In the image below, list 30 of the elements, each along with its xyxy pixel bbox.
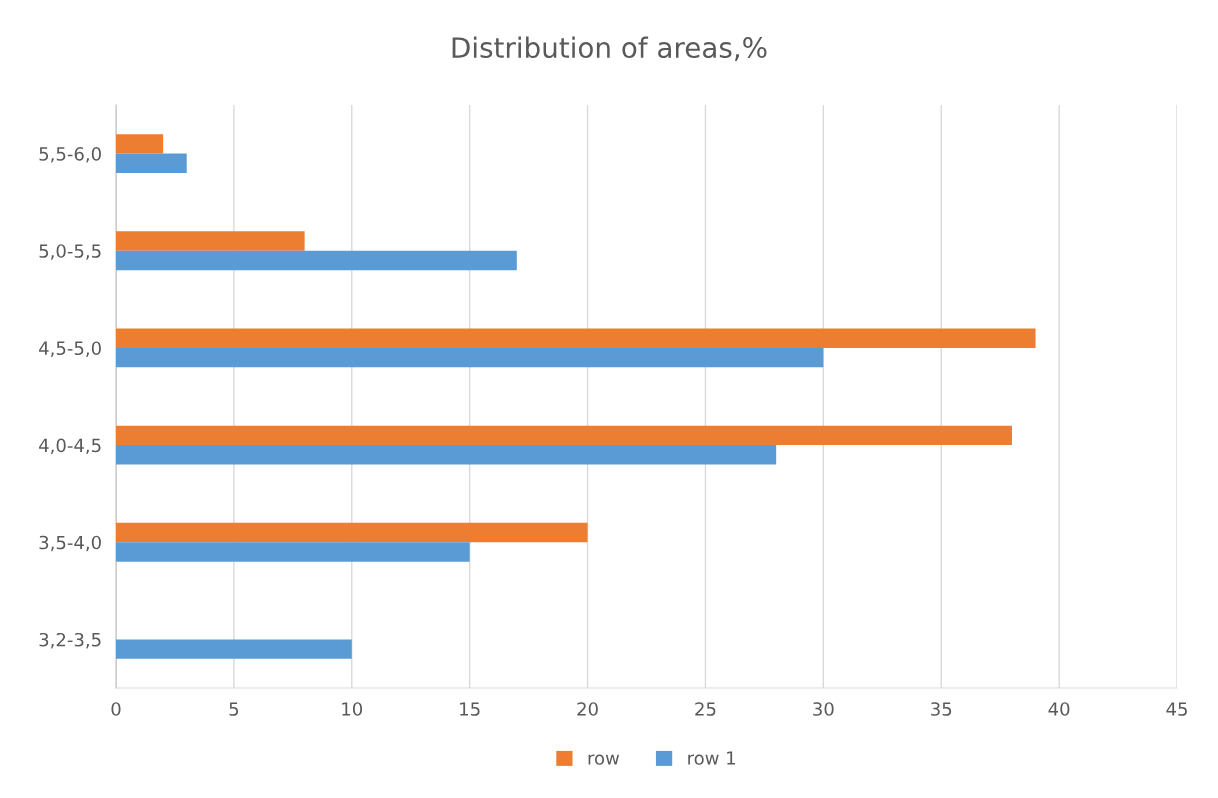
x-tick-label: 15 — [460, 702, 480, 716]
y-tick-label: 5,0-5,5 — [39, 244, 101, 260]
x-tick-label: 30 — [813, 702, 834, 716]
bar — [116, 522, 588, 543]
bar — [116, 445, 777, 465]
legend-label: row 1 — [688, 751, 736, 765]
bar — [116, 153, 187, 174]
y-tick-label: 4,5-5,0 — [39, 341, 101, 357]
y-tick-label: 5,5-6,0 — [39, 147, 101, 163]
chart-title: Distribution of areas,% — [452, 36, 767, 61]
y-tick-label: 3,5-4,0 — [39, 535, 101, 552]
y-tick-label: 4,0-4,5 — [39, 438, 101, 455]
x-tick-label: 10 — [342, 702, 363, 716]
bar — [116, 328, 1036, 348]
bar — [116, 347, 824, 368]
x-tick-label: 0 — [111, 702, 121, 716]
bar — [116, 542, 470, 562]
x-tick-label: 25 — [695, 702, 716, 716]
x-tick-label: 45 — [1166, 702, 1187, 716]
x-tick-label: 40 — [1048, 702, 1070, 716]
bar — [116, 231, 305, 251]
bar — [116, 134, 164, 154]
legend-label: row — [588, 754, 620, 765]
y-tick-label: 3,2-3,5 — [39, 632, 101, 649]
x-tick-label: 20 — [577, 702, 598, 716]
bar — [116, 250, 517, 271]
x-tick-label: 5 — [229, 702, 239, 716]
bar — [116, 639, 352, 659]
x-tick-label: 35 — [931, 702, 952, 716]
bar — [116, 425, 1012, 446]
